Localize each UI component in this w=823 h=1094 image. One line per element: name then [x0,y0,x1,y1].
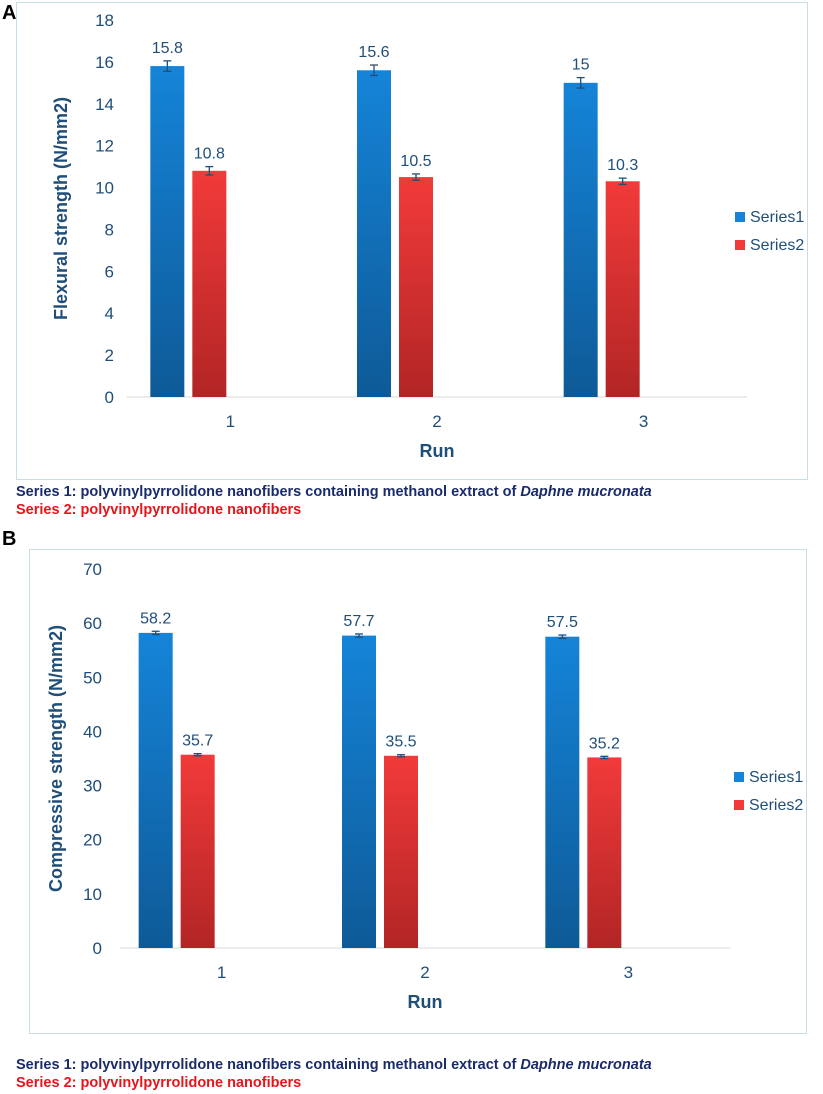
data-label: 15.8 [152,40,183,57]
panel-b-letter: B [2,528,17,550]
y-tick-label: 12 [95,137,114,156]
bar-series1-run-1 [138,632,173,948]
legend-label-series1: Series1 [749,769,803,786]
legend-swatch-series2 [734,800,744,810]
caption-b-series1-prefix: Series 1: polyvinylpyrrolidone nanofiber… [16,1057,521,1073]
y-axis-label: Flexural strength (N/mm2) [51,97,71,320]
x-tick-label: 2 [432,412,441,431]
y-tick-label: 60 [83,614,102,633]
data-label: 10.8 [194,146,225,163]
caption-a-series1-prefix: Series 1: polyvinylpyrrolidone nanofiber… [16,484,521,500]
x-axis-label: Run [420,441,455,461]
legend-label-series2: Series2 [750,237,804,254]
y-tick-label: 18 [95,11,114,30]
legend-swatch-series1 [734,772,744,782]
bar-series1-run-1 [150,66,185,398]
legend-swatch-series1 [735,212,745,222]
caption-a-series1-species: Daphne mucronata [520,484,652,500]
caption-b-series2: Series 2: polyvinylpyrrolidone nanofiber… [16,1075,302,1091]
legend-label-series2: Series2 [749,797,803,814]
x-tick-label: 2 [420,963,429,982]
data-label: 35.7 [182,733,213,750]
data-label: 57.7 [343,613,374,630]
bar-series2-run-3 [587,757,622,948]
chart-b-container: 0 10 20 30 40 50 60 70 58.2 35.7 1 57.7 35.5 2 57.5 35.… [29,549,807,1034]
y-tick-label: 10 [83,885,102,904]
chart-a: 0 2 4 6 8 10 12 14 16 18 15.8 10.8 1 15.6 10.5 2 15 10.3 3… [51,11,804,461]
x-tick-label: 3 [624,963,633,982]
data-label: 35.5 [385,734,416,751]
y-tick-label: 10 [95,179,114,198]
legend-swatch-series2 [735,240,745,250]
y-tick-label: 0 [105,388,114,407]
data-label: 10.3 [607,157,638,174]
x-axis-label: Run [408,992,443,1012]
x-tick-label: 1 [217,963,226,982]
panel-a-letter: A [2,2,17,24]
caption-b-series1: Series 1: polyvinylpyrrolidone nanofiber… [16,1057,652,1073]
caption-a-series2: Series 2: polyvinylpyrrolidone nanofiber… [16,502,302,518]
data-label: 35.2 [589,735,620,752]
y-tick-label: 16 [95,53,114,72]
x-tick-label: 3 [639,412,648,431]
bar-series2-run-2 [399,177,433,397]
y-tick-label: 30 [83,777,102,796]
y-tick-label: 2 [105,346,114,365]
caption-b-series1-species: Daphne mucronata [520,1057,652,1073]
y-tick-label: 14 [95,95,114,114]
data-label: 10.5 [400,153,431,170]
y-tick-label: 8 [105,220,114,239]
data-label: 57.5 [547,614,578,631]
y-axis-label: Compressive strength (N/mm2) [46,625,66,892]
bar-series1-run-2 [342,635,376,948]
chart-b: 0 10 20 30 40 50 60 70 58.2 35.7 1 57.7 35.5 2 57.5 35.… [46,560,803,1012]
y-tick-label: 0 [93,939,102,958]
y-tick-label: 40 [83,722,102,741]
y-tick-label: 20 [83,831,102,850]
data-label: 15.6 [358,44,389,61]
bar-series2-run-3 [605,181,640,397]
bar-series1-run-2 [357,70,391,398]
data-label: 58.2 [140,610,171,627]
y-tick-label: 70 [83,560,102,579]
bar-series2-run-1 [180,754,215,948]
y-tick-label: 50 [83,668,102,687]
bar-series1-run-3 [563,82,598,397]
bar-series2-run-2 [384,755,418,948]
y-tick-label: 6 [105,262,114,281]
y-tick-label: 4 [105,304,114,323]
chart-a-container: 0 2 4 6 8 10 12 14 16 18 15.8 10.8 1 15.6 10.5 2 15 10.3 3… [16,2,808,480]
x-tick-label: 1 [226,412,235,431]
bar-series1-run-3 [545,636,580,948]
caption-a-series1: Series 1: polyvinylpyrrolidone nanofiber… [16,484,652,500]
data-label: 15 [572,57,590,74]
bar-series2-run-1 [192,170,227,397]
legend-label-series1: Series1 [750,209,804,226]
